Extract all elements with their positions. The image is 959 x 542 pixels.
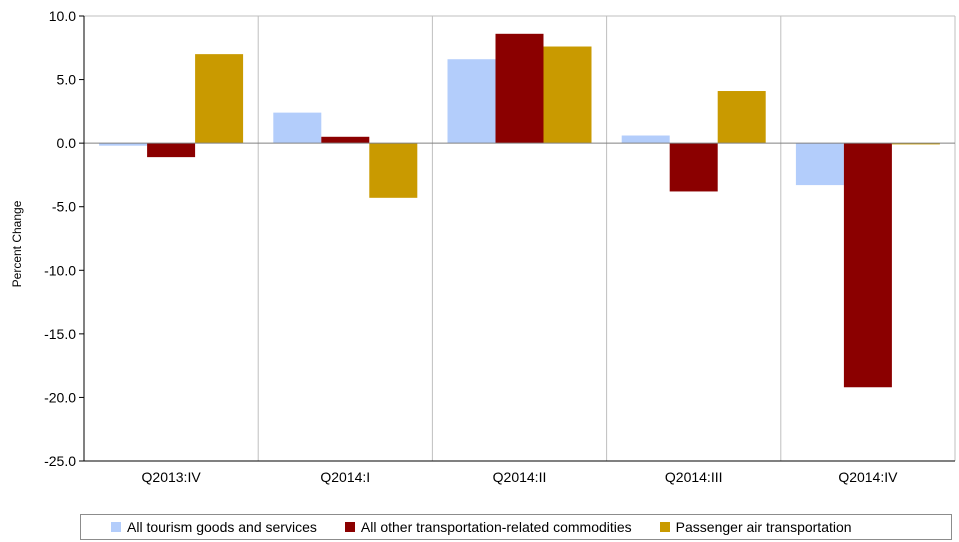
y-tick-labels: 10.0 5.0 0.0 -5.0 -10.0 -15.0 -20.0 -25.0 <box>44 8 76 469</box>
legend-label: Passenger air transportation <box>675 519 852 535</box>
bar <box>891 143 940 145</box>
axes <box>79 15 955 462</box>
y-tick-label: -10.0 <box>44 262 76 278</box>
x-tick-label: Q2014:I <box>320 469 370 485</box>
y-tick-label: -15.0 <box>44 326 76 342</box>
legend-swatch <box>344 522 355 532</box>
legend-swatch <box>659 522 670 532</box>
y-axis-label: Percent Change <box>10 200 24 287</box>
bar <box>669 143 718 192</box>
y-tick-label: 10.0 <box>49 8 76 24</box>
x-tick-label: Q2014:IV <box>838 469 898 485</box>
x-tick-label: Q2013:IV <box>142 469 202 485</box>
bar <box>369 143 418 198</box>
bar-chart: 10.0 5.0 0.0 -5.0 -10.0 -15.0 -20.0 -25.0 Q2013… <box>10 8 956 485</box>
x-tick-label: Q2014:II <box>493 469 547 485</box>
grid-lines <box>84 15 956 461</box>
bar <box>195 54 244 144</box>
bar <box>447 59 496 144</box>
bar <box>543 46 592 144</box>
y-tick-label: -20.0 <box>44 389 76 405</box>
bar <box>621 135 670 144</box>
bar <box>717 91 766 144</box>
legend-item-air-transport: Passenger air transportation <box>659 519 852 535</box>
bar <box>273 112 322 144</box>
bar <box>495 33 544 144</box>
legend-item-other-transport: All other transportation-related commodi… <box>344 519 632 535</box>
bar <box>843 143 892 388</box>
y-tick-label: 5.0 <box>57 72 77 88</box>
legend-label: All tourism goods and services <box>127 519 317 535</box>
chart-legend: All tourism goods and services All other… <box>80 514 952 540</box>
x-tick-label: Q2014:III <box>665 469 723 485</box>
y-tick-label: -5.0 <box>52 199 76 215</box>
x-category-labels: Q2013:IV Q2014:I Q2014:II Q2014:III Q2014:IV <box>142 469 899 485</box>
bar <box>147 143 196 158</box>
y-tick-label: -25.0 <box>44 453 76 469</box>
bar-series <box>99 33 940 388</box>
bar <box>99 143 148 146</box>
bar <box>795 143 844 186</box>
legend-label: All other transportation-related commodi… <box>360 519 632 535</box>
legend-swatch <box>111 522 121 532</box>
y-tick-label: 0.0 <box>57 135 77 151</box>
bar <box>321 136 370 144</box>
legend-item-tourism: All tourism goods and services <box>111 519 317 535</box>
